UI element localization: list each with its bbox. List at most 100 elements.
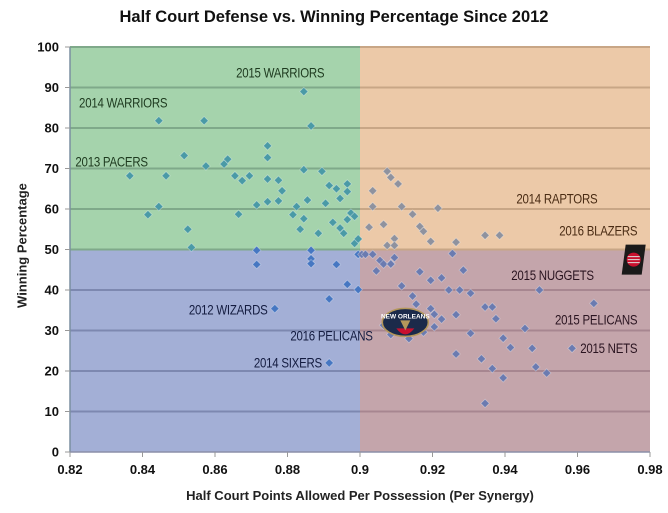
x-axis-label: Half Court Points Allowed Per Possession… <box>186 488 534 503</box>
data-point <box>465 328 476 339</box>
y-tick-label: 10 <box>45 404 59 419</box>
x-tick-label: 0.9 <box>351 462 369 477</box>
data-point <box>527 343 537 354</box>
data-point <box>183 224 193 235</box>
blazers-logo-stripes <box>627 256 640 264</box>
data-point <box>201 161 211 171</box>
data-point <box>589 298 599 309</box>
y-tick-label: 80 <box>45 121 59 136</box>
data-point <box>425 303 436 314</box>
data-point <box>237 175 247 186</box>
y-tick-label: 50 <box>45 242 59 257</box>
data-point <box>407 291 418 301</box>
data-point <box>487 363 498 374</box>
y-tick-label: 100 <box>37 40 59 55</box>
quadrant-backgrounds <box>70 47 650 452</box>
data-point <box>324 180 334 191</box>
annotations: 2015 WARRIORS 2014 WARRIORS 2013 PACERS 201… <box>75 64 637 371</box>
data-point <box>306 121 316 131</box>
data-point <box>277 186 287 196</box>
annotation-label: 2014 SIXERS <box>254 355 322 371</box>
annotation-label: 2014 RAPTORS <box>516 191 597 207</box>
annotation-label: 2015 PELICANS <box>555 311 637 327</box>
data-point <box>458 265 469 275</box>
annotation-label: 2013 PACERS <box>75 153 147 169</box>
pelicans-logo-banner <box>396 328 415 335</box>
data-point <box>295 224 305 235</box>
y-tick-label: 0 <box>52 445 59 460</box>
data-point <box>262 152 273 163</box>
data-point <box>324 294 334 304</box>
data-point <box>230 171 240 181</box>
annotation-label: 2015 NETS <box>580 340 637 356</box>
data-point <box>436 273 447 283</box>
data-point <box>154 115 164 126</box>
data-point <box>353 284 363 295</box>
data-point <box>567 343 577 354</box>
data-point <box>415 267 425 277</box>
data-point <box>382 166 392 177</box>
data-point <box>480 302 490 312</box>
data-point <box>480 398 490 409</box>
data-point <box>317 166 327 177</box>
quadrant-bottom-left <box>70 249 360 452</box>
data-point <box>476 354 487 364</box>
data-point <box>262 141 273 151</box>
data-point <box>425 236 436 247</box>
data-point <box>324 358 334 368</box>
data-point <box>291 201 302 212</box>
data-point <box>429 322 440 332</box>
data-point <box>498 373 508 383</box>
tick-labels: 0 10 20 30 40 50 60 70 80 90 100 0.82 0.84 0.86 0.88 0.… <box>37 40 662 478</box>
data-point <box>396 201 407 212</box>
data-point <box>444 285 454 295</box>
data-point <box>331 259 342 270</box>
data-point <box>451 349 461 359</box>
data-point <box>335 223 345 233</box>
data-point <box>364 222 374 232</box>
data-point <box>418 226 429 237</box>
x-tick-label: 0.82 <box>57 462 82 477</box>
data-point <box>386 259 396 269</box>
data-point <box>520 323 530 334</box>
data-point <box>498 333 508 343</box>
data-point <box>407 209 418 220</box>
y-tick-label: 70 <box>45 161 59 176</box>
data-point <box>219 159 229 169</box>
team-logos: NEW ORLEANS <box>381 244 646 338</box>
data-point <box>433 203 443 213</box>
data-point <box>429 309 440 320</box>
annotation-label: 2016 BLAZERS <box>559 222 637 238</box>
annotation-label: 2012 WIZARDS <box>189 301 268 317</box>
data-point <box>353 234 363 244</box>
data-point <box>125 171 135 181</box>
data-point <box>531 362 541 372</box>
data-point <box>186 242 197 253</box>
portland-trail-blazers-logo <box>621 244 646 275</box>
data-point <box>415 221 425 232</box>
data-point <box>393 179 403 189</box>
y-tick-label: 60 <box>45 202 59 217</box>
data-point <box>451 237 461 247</box>
data-point <box>465 288 476 299</box>
data-point <box>299 164 309 175</box>
quadrant-bottom-right <box>360 249 650 452</box>
data-point <box>251 259 262 270</box>
data-point <box>273 196 284 206</box>
data-point <box>382 240 392 251</box>
annotation-label: 2015 WARRIORS <box>236 64 324 80</box>
data-point <box>273 175 284 186</box>
y-tick-label: 40 <box>45 283 59 298</box>
data-point <box>367 201 378 212</box>
data-point <box>494 230 505 241</box>
data-point <box>244 171 255 181</box>
y-tick-label: 20 <box>45 364 59 379</box>
data-point <box>378 259 389 269</box>
data-point <box>251 200 262 210</box>
data-point <box>222 154 233 164</box>
data-point <box>262 196 273 207</box>
data-point <box>143 209 153 220</box>
data-point <box>534 285 545 295</box>
data-point <box>313 228 324 239</box>
